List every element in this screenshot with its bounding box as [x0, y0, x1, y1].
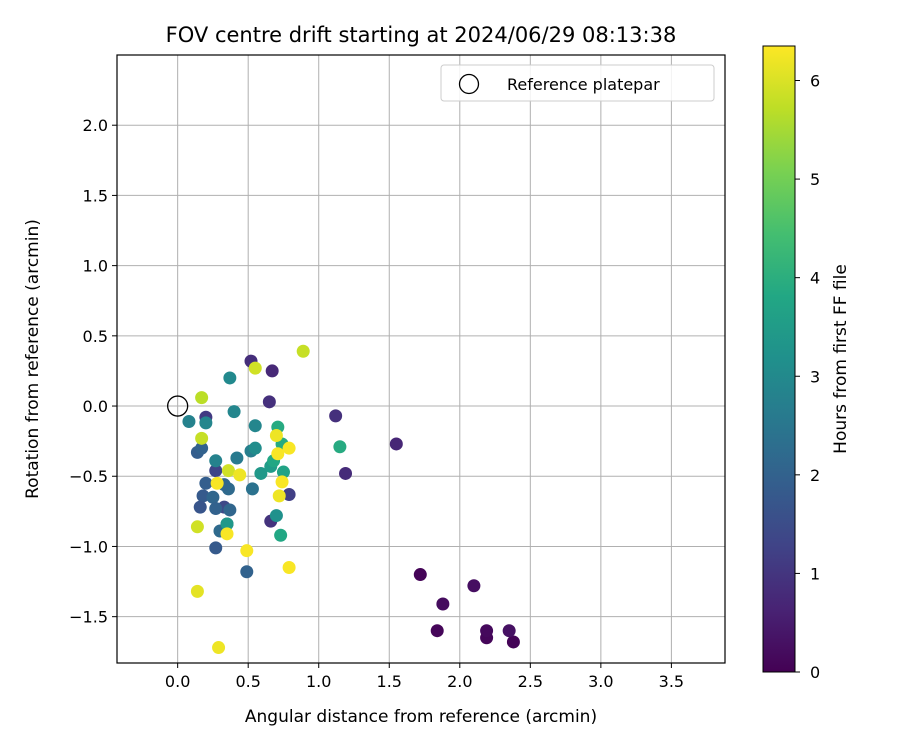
data-point	[220, 517, 234, 531]
x-axis-label: Angular distance from reference (arcmin)	[245, 707, 597, 727]
colorbar-tick-label: 4	[810, 269, 820, 288]
x-tick-label: 3.5	[659, 672, 684, 691]
data-point	[296, 344, 310, 358]
x-tick-label: 0.5	[235, 672, 260, 691]
data-point	[209, 502, 223, 516]
data-point	[329, 409, 343, 423]
colorbar-tick-label: 3	[810, 367, 820, 386]
data-point	[190, 520, 204, 534]
data-point	[221, 464, 235, 478]
grid	[117, 55, 725, 663]
data-point	[196, 489, 210, 503]
data-point	[467, 579, 481, 593]
data-point	[275, 475, 289, 489]
data-point	[182, 414, 196, 428]
data-point	[209, 541, 223, 555]
data-point	[245, 482, 259, 496]
data-point	[436, 597, 450, 611]
data-point	[195, 431, 209, 445]
data-point	[195, 391, 209, 405]
colorbar-tick-label: 1	[810, 564, 820, 583]
data-point	[199, 476, 213, 490]
data-point	[248, 361, 262, 375]
colorbar-ticks: 0 1 2 3 4 5 6	[795, 72, 820, 682]
legend-reference-marker	[458, 73, 480, 95]
data-point	[248, 419, 262, 433]
y-tick-label: −1.0	[69, 537, 108, 556]
data-point	[389, 437, 403, 451]
y-tick-label: −0.5	[69, 467, 108, 486]
data-point	[209, 464, 223, 478]
data-point	[282, 561, 296, 575]
data-point	[282, 441, 296, 455]
colorbar-label: Hours from first FF file	[831, 264, 851, 454]
data-point	[240, 565, 254, 579]
legend-label: Reference platepar	[507, 75, 660, 94]
data-point	[254, 466, 268, 480]
x-tick-label: 1.0	[306, 672, 331, 691]
data-point	[227, 405, 241, 419]
data-point	[233, 468, 247, 482]
data-point	[262, 395, 276, 409]
colorbar-tick-label: 0	[810, 663, 820, 682]
data-point	[193, 500, 207, 514]
colorbar	[762, 45, 796, 673]
data-point	[223, 503, 237, 517]
data-point	[269, 509, 283, 523]
data-point	[271, 447, 285, 461]
y-tick-label: 2.0	[83, 116, 108, 135]
data-point	[195, 441, 209, 455]
data-point	[413, 568, 427, 582]
data-point	[282, 488, 296, 502]
y-tick-label: 0.5	[83, 327, 108, 346]
data-point	[276, 465, 290, 479]
data-point	[240, 544, 254, 558]
colorbar-tick-label: 6	[810, 72, 820, 91]
data-point	[480, 624, 494, 638]
data-point	[220, 527, 234, 541]
data-points	[182, 344, 520, 655]
y-tick-label: −1.5	[69, 608, 108, 627]
data-point	[206, 490, 220, 504]
data-point	[190, 584, 204, 598]
y-axis-label: Rotation from reference (arcmin)	[23, 219, 43, 499]
reference-marker-layer	[167, 395, 189, 417]
data-point	[210, 476, 224, 490]
data-point	[502, 624, 516, 638]
data-point	[506, 635, 520, 649]
data-point	[223, 371, 237, 385]
data-point	[199, 416, 213, 430]
data-point	[272, 489, 286, 503]
y-tick-label: 0.0	[83, 397, 108, 416]
axes-frame	[116, 54, 726, 664]
x-tick-label: 0.0	[165, 672, 190, 691]
colorbar-tick-label: 2	[810, 466, 820, 485]
y-tick-label: 1.5	[83, 186, 108, 205]
x-tick-label: 2.5	[518, 672, 543, 691]
x-tick-label: 3.0	[588, 672, 613, 691]
x-tick-label: 1.5	[377, 672, 402, 691]
data-point	[209, 454, 223, 468]
x-tick-label: 2.0	[447, 672, 472, 691]
data-point	[212, 641, 226, 655]
data-point	[269, 429, 283, 443]
colorbar-tick-label: 5	[810, 170, 820, 189]
y-tick-label: 1.0	[83, 257, 108, 276]
data-point	[265, 364, 279, 378]
data-point	[274, 528, 288, 542]
data-point	[430, 624, 444, 638]
data-point	[339, 466, 353, 480]
x-axis-ticks: 0.0 0.5 1.0 1.5 2.0 2.5 3.0 3.5	[165, 663, 684, 691]
legend: Reference platepar	[440, 64, 715, 102]
data-point	[333, 440, 347, 454]
y-axis-ticks: −1.5 −1.0 −0.5 0.0 0.5 1.0 1.5 2.0	[69, 116, 117, 627]
data-point	[230, 451, 244, 465]
reference-marker	[167, 395, 189, 417]
chart-title: FOV centre drift starting at 2024/06/29 …	[166, 23, 677, 47]
legend-box	[440, 64, 715, 102]
data-point	[248, 441, 262, 455]
